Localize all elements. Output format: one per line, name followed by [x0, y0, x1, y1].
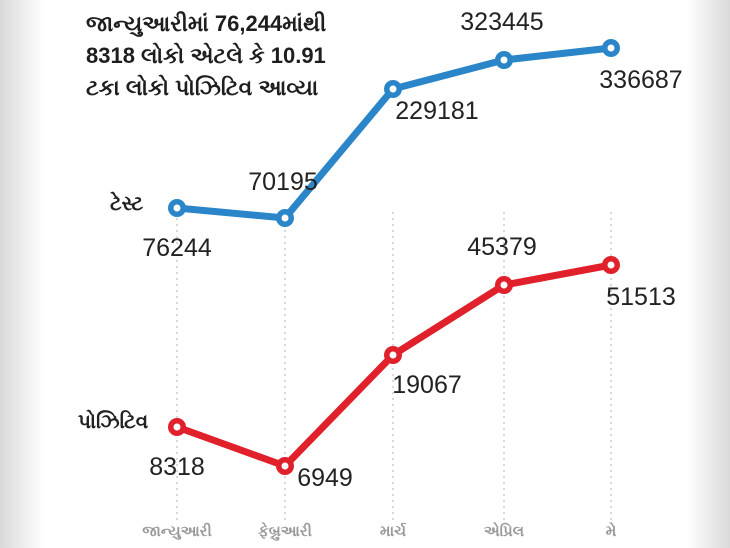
- data-label: 229181: [395, 97, 478, 125]
- x-tick-label: જાન્યુઆરી: [142, 522, 211, 540]
- data-point-center: [389, 85, 397, 93]
- data-point-center: [173, 423, 181, 431]
- data-label: 45379: [467, 233, 537, 261]
- background-blur-left: [0, 0, 44, 548]
- data-point-center: [500, 56, 508, 64]
- data-label: 6949: [297, 464, 353, 492]
- headline-line-3: ટકા લોકો પોઝિટિવ આવ્યા: [86, 75, 319, 100]
- x-tick-label: મે: [606, 521, 617, 540]
- data-point-center: [281, 462, 289, 470]
- data-point-center: [607, 261, 615, 269]
- data-label: 323445: [460, 8, 543, 36]
- x-tick-label: ફેબ્રુઆરી: [258, 521, 312, 541]
- data-point-center: [500, 281, 508, 289]
- series-legend-label: ટેસ્ટ: [110, 191, 144, 215]
- x-tick-label: એપ્રિલ: [484, 521, 525, 540]
- data-point-center: [607, 44, 615, 52]
- x-tick-label: માર્ચ: [380, 522, 407, 540]
- headline: જાન્યુઆરીમાં 76,244માંથી 8318 લોકો એટલે …: [86, 8, 346, 104]
- data-point-center: [281, 214, 289, 222]
- background-blur-right: [686, 0, 730, 548]
- data-label: 51513: [606, 283, 676, 311]
- data-point-center: [389, 351, 397, 359]
- headline-line-2: 8318 લોકો એટલે કે 10.91: [86, 43, 326, 68]
- data-label: 8318: [149, 453, 205, 481]
- data-label: 76244: [142, 234, 212, 262]
- data-point-center: [173, 204, 181, 212]
- data-label: 70195: [248, 168, 318, 196]
- data-label: 19067: [392, 371, 462, 399]
- headline-line-1: જાન્યુઆરીમાં 76,244માંથી: [86, 11, 327, 36]
- series-legend-label: પોઝિટિવ: [78, 409, 149, 433]
- data-label: 336687: [599, 66, 682, 94]
- series-line-2: [173, 261, 615, 470]
